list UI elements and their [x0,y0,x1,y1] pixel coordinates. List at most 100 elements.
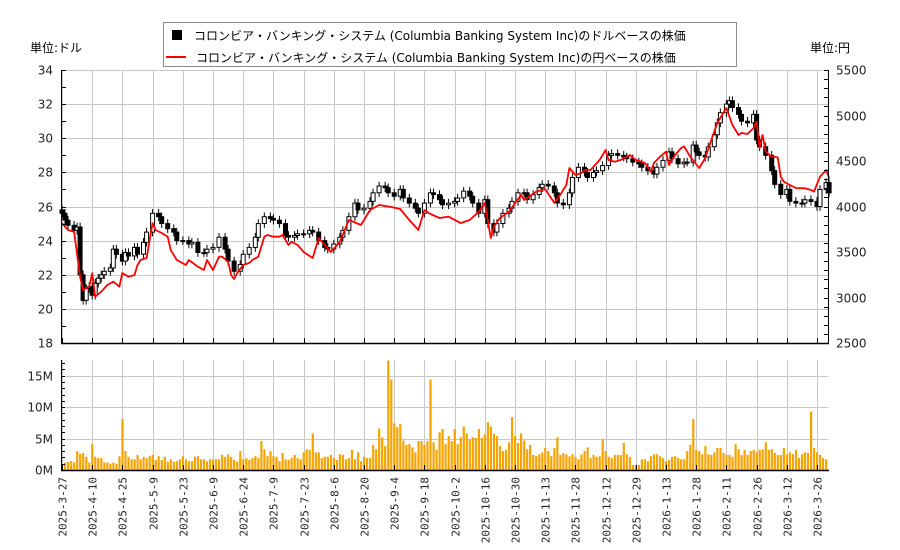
volume-bar [538,454,541,470]
volume-bar [408,444,411,470]
volume-bar [640,459,643,470]
volume-bar [136,454,139,470]
volume-bar [529,444,532,470]
volume-bar [767,449,770,470]
candle-body [174,231,180,242]
candle-body [585,171,590,178]
volume-bar [695,449,698,470]
volume-bar [94,456,97,470]
volume-bar [64,462,67,470]
candle-body [355,202,361,211]
volume-bar [414,452,417,470]
candle-body [310,229,316,233]
volume-bar [275,456,278,470]
candle-body [745,120,750,124]
candle-body [216,236,222,248]
candle-body [600,165,606,172]
volume-bar [586,447,589,470]
candle-body [65,219,71,226]
left-y-tick-label: 28 [38,166,53,180]
volume-bar [462,426,465,470]
volume-bar [773,453,776,470]
volume-bar [160,459,163,470]
candle-body [539,183,545,189]
gridlines [61,70,828,470]
candle-body [421,202,427,214]
candle-body [283,223,288,237]
volume-bar [550,456,553,470]
volume-bar [776,454,779,470]
legend-item-usd: コロンビア・バンキング・システム (Columbia Banking Syste… [164,25,686,45]
volume-bar [88,462,91,470]
volume-bar [480,437,483,470]
volume-y-tick-label: 15M [27,370,53,384]
volume-bar [707,454,710,470]
volume-bar [148,456,151,470]
volume-bar [429,379,432,470]
volume-bar [390,379,393,470]
volume-bar [245,458,248,470]
volume-bar [628,456,631,470]
candle-body [566,192,572,206]
x-tick-label: 2025-10-30 [510,477,523,543]
candle-body [156,212,162,218]
candle-body [452,200,458,204]
candle-body [222,236,228,250]
volume-bar [743,449,746,470]
volume-bar [797,458,801,470]
volume-bar [761,449,764,470]
candle-body [696,151,702,156]
volume-bar [317,452,320,470]
candle-body [772,170,778,185]
volume-bar [508,442,511,470]
x-tick-label: 2025-9-18 [419,477,432,537]
volume-bar [737,449,740,470]
candle-body [141,241,146,255]
volume-bar [106,462,109,470]
candle-body [412,202,418,209]
candle-body [594,170,599,173]
volume-bar [580,454,583,470]
volume-bar [668,459,671,470]
candle-body [415,207,421,214]
volume-bar [662,458,665,470]
volume-bar [432,442,435,470]
volume-bar [79,453,82,470]
candle-body [545,183,551,187]
volume-bar [230,456,233,470]
volume-bar [360,461,363,470]
volume-bar [450,441,453,470]
volume-bar [338,454,341,470]
volume-bar [592,454,595,470]
volume-bar [453,429,456,470]
candle-body [255,223,261,238]
volume-bar [127,456,130,470]
volume-bar [822,458,825,470]
volume-bar [353,459,357,470]
x-tick-label: 2025-12-29 [631,477,644,543]
candle-body [180,240,186,243]
candle-body [793,200,799,204]
volume-bar [278,461,281,470]
volume-bar [227,454,230,470]
volume-bar [73,462,76,470]
volume-bar [565,454,568,470]
volume-bar [671,456,674,470]
volume-bar [813,448,816,470]
candle-body [660,159,666,168]
volume-bar [347,458,351,470]
candle-body [98,274,104,279]
candle-body [446,202,452,206]
volume-bar [423,444,426,470]
candle-body [778,183,784,196]
volume-bar [202,459,206,470]
volume-bar [130,459,133,470]
volume-bar [248,459,251,470]
volume-bar [305,449,308,470]
right-y-tick-label: 2500 [836,337,867,351]
volume-bar [118,456,121,470]
volume-bar [616,454,619,470]
candle-body [639,163,645,168]
right-y-tick-label: 4000 [836,201,867,215]
